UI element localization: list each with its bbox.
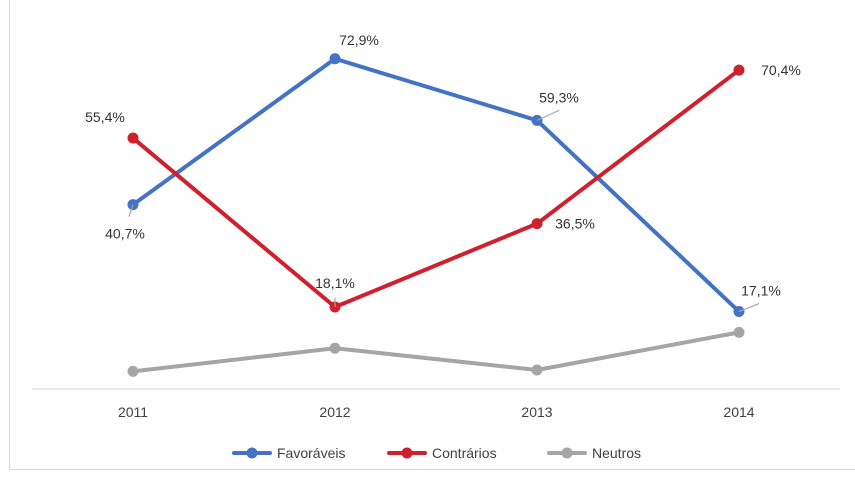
data-point <box>531 218 543 230</box>
legend-item: Neutros <box>547 445 641 461</box>
x-tick-label: 2011 <box>118 404 148 420</box>
data-label: 70,4% <box>761 62 801 78</box>
legend-item: Favoráveis <box>232 445 345 461</box>
data-point <box>733 326 745 338</box>
legend-swatch-marker <box>401 447 413 459</box>
data-label: 18,1% <box>315 275 355 291</box>
series-layer <box>127 53 745 377</box>
data-label-leader <box>738 302 760 313</box>
legend-item: Contrários <box>387 445 497 461</box>
data-label: 72,9% <box>339 32 379 48</box>
series-line-0 <box>131 56 741 314</box>
data-point <box>329 342 341 354</box>
data-label: 40,7% <box>105 226 145 242</box>
data-point <box>127 365 139 377</box>
x-axis-ticks: 2011 2012 2013 2014 <box>118 404 755 420</box>
legend: Favoráveis Contrários Neutros <box>232 445 641 461</box>
data-label: 55,4% <box>85 109 125 125</box>
data-point <box>329 53 341 65</box>
data-point <box>531 364 543 376</box>
x-tick-label: 2014 <box>723 404 754 420</box>
data-point <box>127 132 139 144</box>
series-line-1 <box>131 68 741 310</box>
chart-frame <box>9 0 855 470</box>
legend-label: Favoráveis <box>277 445 345 461</box>
data-label: 17,1% <box>741 283 781 299</box>
legend-swatch-marker <box>246 447 258 459</box>
data-label: 36,5% <box>555 216 595 232</box>
legend-swatch-marker <box>561 447 573 459</box>
x-tick-label: 2013 <box>521 404 552 420</box>
data-label-leader <box>128 204 134 217</box>
legend-label: Neutros <box>592 445 641 461</box>
data-label: 59,3% <box>539 89 579 105</box>
data-point <box>733 64 745 76</box>
data-labels-layer: 40,7% 72,9% 59,3% 17,1% 55,4% 18,1% 36,5% 70,4% <box>85 32 801 313</box>
legend-label: Contrários <box>432 445 497 461</box>
x-tick-label: 2012 <box>319 404 350 420</box>
data-label-leader <box>536 109 560 121</box>
series-line-2 <box>131 330 741 374</box>
